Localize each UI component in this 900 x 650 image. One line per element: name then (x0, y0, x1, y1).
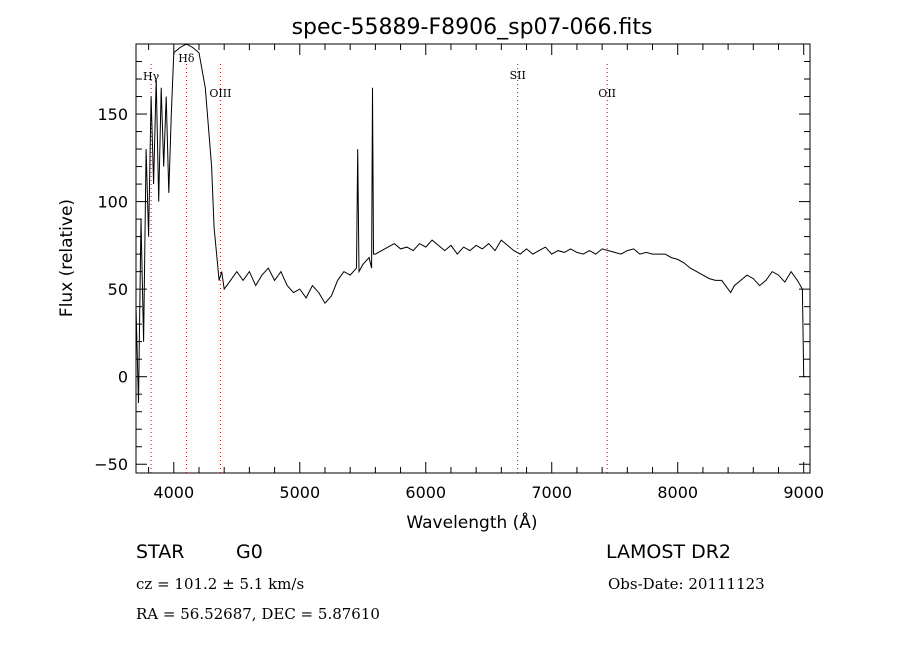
chart-title: spec-55889-F8906_sp07-066.fits (292, 15, 653, 40)
axis-tick-labels: 4000 5000 6000 7000 8000 9000 −50 0 50 100 150 (94, 105, 824, 502)
y-tick-label: 100 (97, 193, 128, 212)
x-tick-label: 7000 (531, 483, 572, 502)
y-tick-label: 0 (118, 368, 128, 387)
spectrum-series-line (135, 43, 805, 404)
spectral-line-label: SII (510, 69, 526, 82)
x-tick-label: 9000 (783, 483, 824, 502)
x-axis-label: Wavelength (Å) (406, 511, 537, 533)
axis-ticks (136, 44, 810, 473)
x-tick-label: 8000 (657, 483, 698, 502)
y-tick-label: 50 (108, 280, 128, 299)
spectral-line-label: OII (598, 87, 616, 100)
object-class: STAR (136, 541, 185, 563)
spectral-line-label: Hγ (143, 70, 160, 83)
y-tick-label: −50 (94, 455, 128, 474)
x-tick-label: 4000 (153, 483, 194, 502)
survey-name: LAMOST DR2 (606, 541, 731, 563)
spectral-line-label: OIII (209, 87, 231, 100)
x-tick-label: 6000 (405, 483, 446, 502)
spectral-line-label: Hδ (178, 52, 195, 65)
y-axis-label: Flux (relative) (57, 199, 77, 317)
x-tick-label: 5000 (279, 483, 320, 502)
y-tick-label: 150 (97, 105, 128, 124)
observation-date: Obs-Date: 20111123 (608, 575, 765, 593)
spectral-line-markers: Hγ Hδ OIII SII OII (143, 52, 616, 473)
redshift-readout: cz = 101.2 ± 5.1 km/s (136, 575, 305, 593)
coordinates-readout: RA = 56.52687, DEC = 5.87610 (136, 605, 380, 623)
plot-frame (135, 43, 811, 474)
object-subclass: G0 (236, 541, 263, 563)
